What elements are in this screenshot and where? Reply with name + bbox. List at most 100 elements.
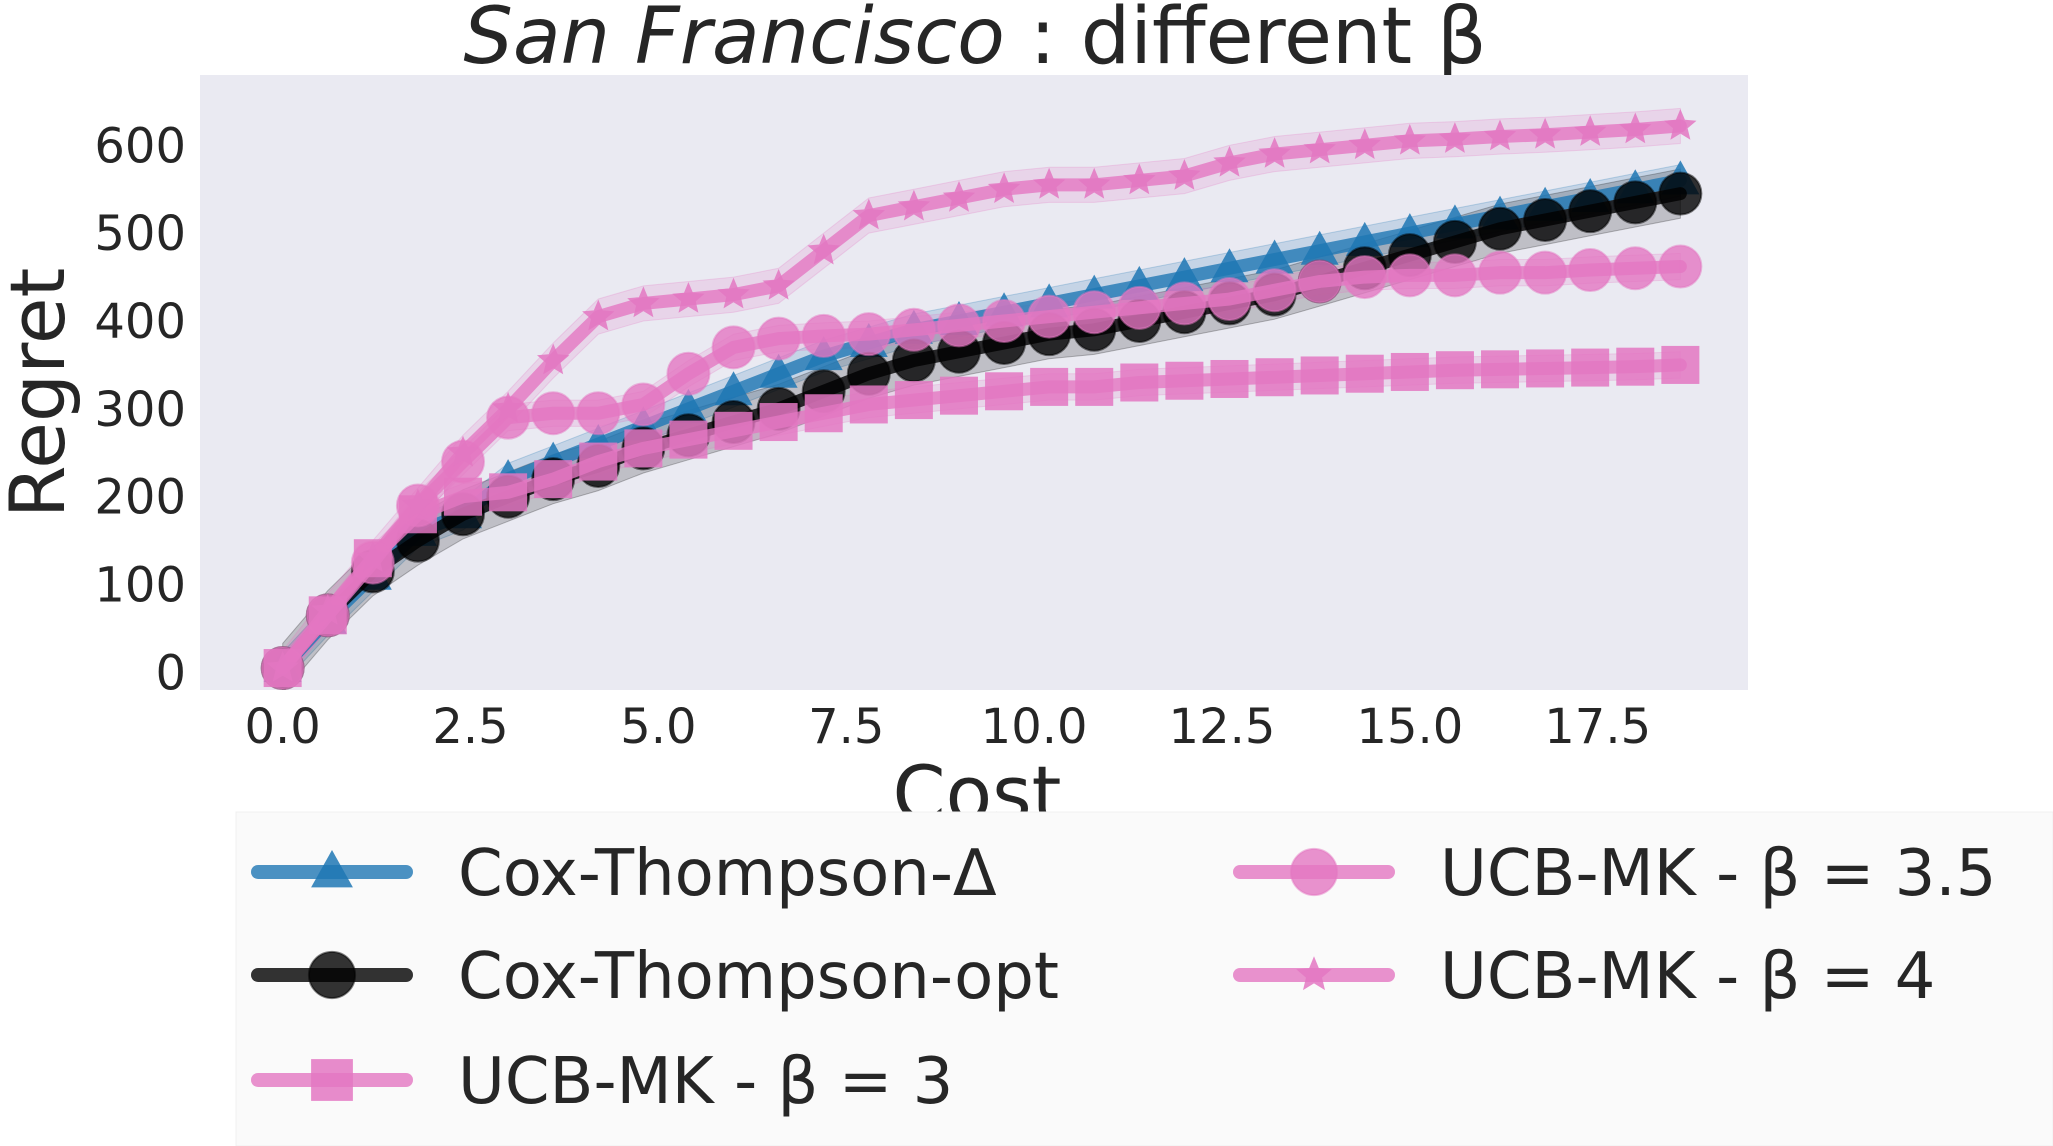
chart-title: San Francisco : different β	[463, 0, 1486, 82]
series-4-point	[537, 343, 570, 375]
series-4-point	[762, 268, 795, 300]
legend-marker	[307, 950, 357, 1000]
series-2-point	[714, 411, 753, 450]
series-4-point	[1574, 115, 1607, 146]
series-3-point	[1207, 277, 1252, 322]
series-4-point	[1483, 119, 1517, 151]
series-3-point	[1027, 294, 1072, 339]
series-2-point	[1435, 351, 1474, 390]
x-tick-label: 10.0	[981, 699, 1088, 755]
y-tick-label: 600	[94, 118, 186, 174]
series-2-point	[849, 385, 888, 424]
series-3-point	[576, 391, 621, 436]
series-2-point	[939, 376, 978, 415]
series-2-point	[894, 381, 933, 420]
x-tick-label: 7.5	[808, 699, 884, 755]
legend-item: UCB-MK - β = 4	[1233, 940, 1935, 1014]
series-3-point	[1478, 250, 1523, 295]
legend: Cox-Thompson-Δ Cox-Thompson-opt UCB-MK - β…	[251, 837, 1996, 1119]
series-0-point	[759, 353, 798, 388]
legend-marker	[311, 850, 353, 888]
legend-item: UCB-MK - β = 3	[251, 1045, 953, 1119]
y-tick-label: 100	[94, 558, 186, 614]
x-tick-label: 15.0	[1356, 699, 1463, 755]
series-4-point	[1033, 167, 1066, 199]
series-4-point	[852, 198, 885, 230]
series-2-point	[1300, 356, 1339, 395]
series-4-point	[1078, 167, 1111, 199]
series-0-point	[714, 371, 753, 406]
series-4-point	[1168, 159, 1201, 190]
series-4-point	[311, 593, 344, 625]
series-3-point	[936, 303, 981, 348]
series-1-point	[1568, 189, 1613, 234]
series-4-point	[582, 299, 615, 331]
legend-label: UCB-MK - β = 3.5	[1440, 837, 1996, 911]
legend-box	[235, 811, 2053, 1146]
legend-item: Cox-Thompson-opt	[251, 940, 1059, 1014]
series-1-point	[1613, 180, 1658, 225]
legend-marker	[1289, 847, 1339, 897]
series-4-point	[1303, 132, 1336, 164]
series-4-point	[1258, 137, 1291, 168]
x-tick-label: 0.0	[244, 699, 320, 755]
series-3-point	[756, 316, 801, 361]
series-2-point	[804, 394, 843, 433]
series-2-point	[759, 403, 798, 442]
series-4-point	[1213, 145, 1246, 177]
series-3-point	[1342, 255, 1387, 300]
series-3-point	[666, 351, 711, 396]
series-4-point	[1123, 163, 1156, 195]
series-4-point	[717, 277, 750, 309]
series-2-point	[669, 420, 708, 459]
legend-label: Cox-Thompson-opt	[458, 940, 1059, 1014]
y-axis-label: Regret	[0, 268, 82, 519]
legend-item: UCB-MK - β = 3.5	[1233, 837, 1996, 911]
series-0-point	[1345, 221, 1384, 256]
series-3-point	[1297, 259, 1342, 304]
series-4-point	[491, 391, 525, 423]
y-tick-label: 300	[94, 382, 186, 438]
series-0-point	[1165, 257, 1204, 292]
series-4-point	[807, 233, 840, 265]
series-2-point	[1345, 354, 1384, 393]
series-4-point	[672, 282, 705, 313]
y-tick-label: 400	[94, 294, 186, 350]
legend-marker	[311, 1059, 353, 1101]
series-3-point	[891, 307, 936, 352]
legend-marker	[1296, 956, 1332, 991]
series-3-point	[1387, 253, 1432, 298]
series-2-point	[985, 372, 1024, 411]
series-2-point	[1481, 350, 1520, 389]
series-2-point	[1210, 359, 1249, 398]
series-2-point	[1526, 349, 1565, 388]
series-4-point	[446, 435, 480, 467]
series-1-point	[1658, 171, 1703, 216]
series-1-point	[1478, 206, 1523, 251]
series-3-point	[1613, 246, 1658, 291]
series-lines	[260, 109, 1703, 691]
series-3-point	[1432, 253, 1477, 298]
x-tick-label: 17.5	[1544, 699, 1651, 755]
y-tick-label: 200	[94, 470, 186, 526]
series-3-point	[1568, 248, 1613, 293]
series-3-point	[711, 325, 756, 370]
y-tick-label: 500	[94, 206, 186, 262]
series-2-point	[1030, 367, 1069, 406]
legend-label: UCB-MK - β = 3	[458, 1045, 953, 1119]
series-4-point	[1664, 109, 1697, 140]
legend-label: Cox-Thompson-Δ	[458, 837, 997, 911]
series-4-point	[1393, 123, 1426, 155]
series-4-point	[1348, 128, 1381, 159]
legend-label: UCB-MK - β = 4	[1440, 940, 1935, 1014]
series-3-point	[1162, 281, 1207, 326]
series-3-point	[1117, 285, 1162, 330]
series-2-point	[534, 460, 573, 499]
series-4-band	[282, 107, 1681, 688]
series-2-point	[579, 442, 618, 481]
series-0-point	[1300, 230, 1339, 265]
series-3-point	[1658, 244, 1703, 289]
x-tick-label: 2.5	[432, 699, 508, 755]
series-4-point	[942, 181, 976, 212]
series-4-point	[401, 488, 435, 520]
